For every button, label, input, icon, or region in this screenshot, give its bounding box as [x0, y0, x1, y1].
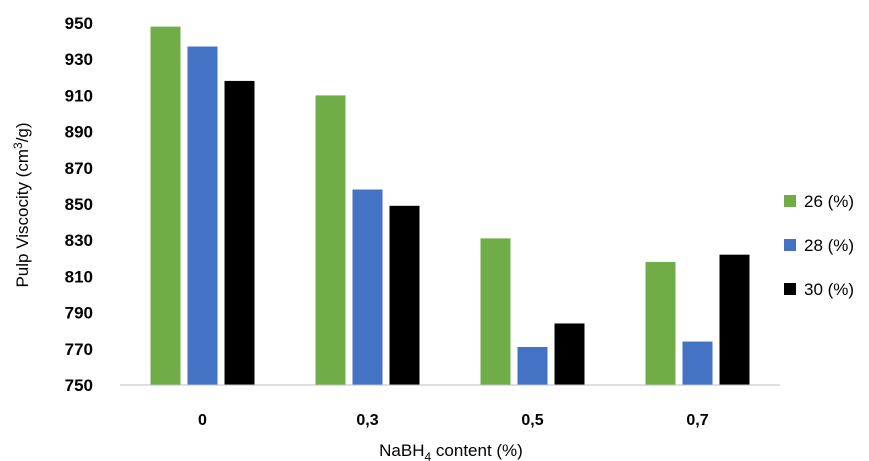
- y-axis-ticks: 750 770 790 810 830 850 870 890 910 930 950: [65, 14, 93, 395]
- legend-label: 26 (%): [804, 192, 854, 211]
- y-axis-title: Pulp Viscocity (cm3/g): [11, 122, 32, 287]
- legend-swatch: [784, 195, 796, 207]
- x-axis-title: NaBH4 content (%): [379, 441, 523, 461]
- bar: [554, 323, 585, 385]
- bar: [224, 80, 255, 386]
- x-tick-label: 0: [198, 412, 207, 429]
- x-axis-ticks: 0 0,3 0,5 0,7: [198, 412, 709, 429]
- y-tick-label: 850: [65, 195, 93, 214]
- x-tick-label: 0,5: [521, 412, 543, 429]
- bar: [187, 46, 218, 385]
- y-tick-label: 950: [65, 14, 93, 33]
- bar: [682, 341, 713, 385]
- bar: [315, 95, 346, 386]
- legend-swatch: [784, 239, 796, 251]
- legend-label: 28 (%): [804, 236, 854, 255]
- legend: 26 (%) 28 (%) 30 (%): [784, 192, 854, 299]
- bar: [352, 189, 383, 385]
- y-tick-label: 750: [65, 376, 93, 395]
- y-tick-label: 830: [65, 231, 93, 250]
- bar: [719, 254, 750, 385]
- legend-swatch: [784, 283, 796, 295]
- y-tick-label: 790: [65, 304, 93, 323]
- y-tick-label: 870: [65, 159, 93, 178]
- y-tick-label: 910: [65, 86, 93, 105]
- x-tick-label: 0,7: [686, 412, 708, 429]
- bar: [645, 261, 676, 385]
- bar: [480, 238, 511, 385]
- bars: [150, 26, 750, 386]
- x-tick-label: 0,3: [356, 412, 378, 429]
- y-tick-label: 770: [65, 340, 93, 359]
- bar: [150, 26, 181, 386]
- y-tick-label: 930: [65, 50, 93, 69]
- legend-label: 30 (%): [804, 280, 854, 299]
- y-tick-label: 890: [65, 123, 93, 142]
- bar: [389, 205, 420, 385]
- bar: [517, 346, 548, 385]
- y-tick-label: 810: [65, 267, 93, 286]
